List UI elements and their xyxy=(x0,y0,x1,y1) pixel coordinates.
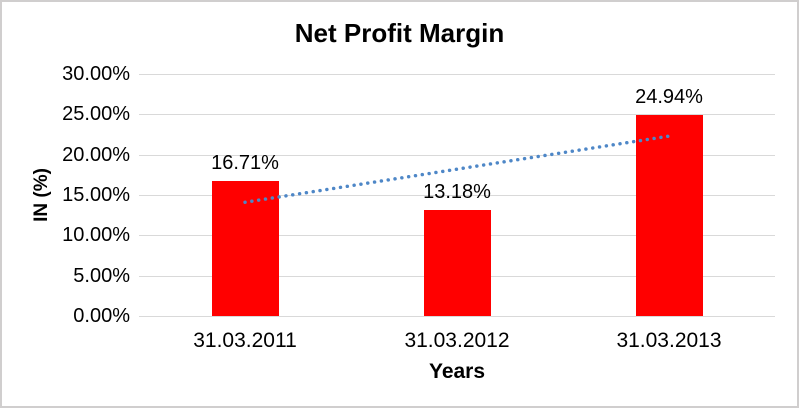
x-axis-title: Years xyxy=(428,360,486,383)
y-axis-tick-label: 10.00% xyxy=(62,224,130,247)
y-axis-tick-label: 20.00% xyxy=(62,143,130,166)
bar-data-label: 16.71% xyxy=(211,152,279,175)
trendline xyxy=(243,134,671,204)
y-axis-tick-label: 0.00% xyxy=(73,305,130,327)
gridline xyxy=(139,154,775,156)
x-axis-tick-label: 31.03.2012 xyxy=(404,329,510,352)
bar-data-label: 13.18% xyxy=(423,180,491,203)
x-axis-tick-label: 31.03.2013 xyxy=(616,329,722,352)
gridline xyxy=(139,316,775,317)
chart-title: Net Profit Margin xyxy=(294,18,505,48)
y-axis-tick-label: 15.00% xyxy=(62,184,130,206)
bar xyxy=(423,209,491,316)
y-axis-tick-label: 5.00% xyxy=(73,264,130,287)
gridline xyxy=(139,195,775,196)
gridline xyxy=(139,74,775,75)
gridline xyxy=(139,114,775,116)
y-axis-tick-label: 30.00% xyxy=(62,63,130,85)
x-axis-tick-label: 31.03.2011 xyxy=(193,329,297,352)
bar xyxy=(635,114,703,316)
y-axis-tick-label: 25.00% xyxy=(62,103,130,126)
bar-data-label: 24.94% xyxy=(635,85,703,108)
